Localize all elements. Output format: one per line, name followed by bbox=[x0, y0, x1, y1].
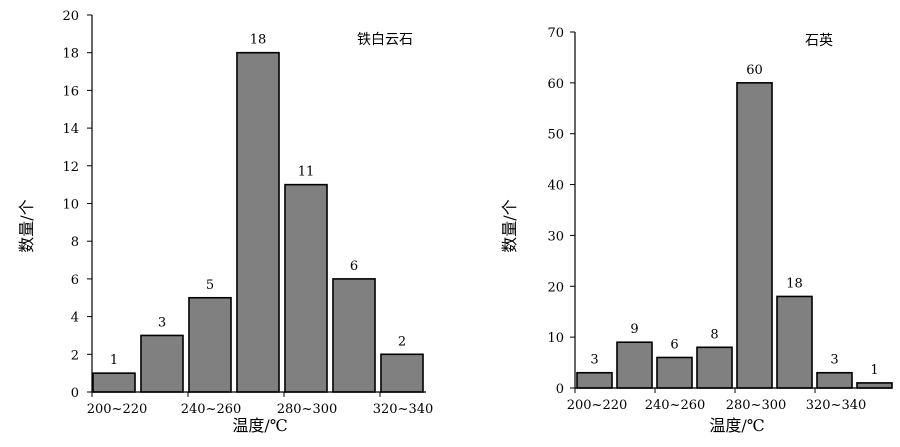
data-label: 6 bbox=[350, 259, 358, 274]
chart-annotation: 石英 bbox=[805, 32, 833, 49]
bar bbox=[856, 382, 893, 389]
data-label: 6 bbox=[670, 337, 678, 352]
x-tick-label: 200~220 bbox=[87, 402, 148, 417]
y-tick-label: 12 bbox=[62, 160, 79, 175]
x-tick-label: 200~220 bbox=[567, 398, 628, 413]
y-tick-label: 20 bbox=[547, 280, 564, 295]
data-label: 3 bbox=[590, 353, 598, 368]
data-label: 60 bbox=[746, 63, 763, 78]
y-tick-label: 60 bbox=[547, 77, 564, 92]
y-tick-label: 10 bbox=[547, 331, 564, 346]
bar bbox=[576, 371, 613, 389]
data-label: 1 bbox=[110, 353, 118, 368]
bar bbox=[188, 296, 232, 393]
x-tick-label: 280~300 bbox=[726, 398, 787, 413]
y-tick-label: 30 bbox=[547, 229, 564, 244]
data-label: 1 bbox=[870, 363, 878, 378]
x-axis-title: 温度/℃ bbox=[232, 416, 287, 435]
y-tick-label: 0 bbox=[71, 386, 79, 401]
bar bbox=[696, 346, 733, 389]
data-label: 11 bbox=[298, 165, 315, 180]
y-tick-label: 2 bbox=[71, 348, 79, 363]
x-tick-label: 320~340 bbox=[373, 402, 434, 417]
y-tick-label: 40 bbox=[547, 179, 564, 194]
data-label: 8 bbox=[710, 327, 718, 342]
data-label: 18 bbox=[250, 33, 267, 48]
bar bbox=[92, 372, 136, 393]
x-tick-label: 280~300 bbox=[277, 402, 338, 417]
data-label: 5 bbox=[206, 278, 214, 293]
x-tick-label: 320~340 bbox=[806, 398, 867, 413]
bar bbox=[236, 51, 280, 393]
data-label: 9 bbox=[630, 322, 638, 337]
y-tick-label: 50 bbox=[547, 128, 564, 143]
data-label: 18 bbox=[786, 276, 803, 291]
y-axis-title: 数量/个 bbox=[17, 199, 36, 252]
data-label: 3 bbox=[830, 353, 838, 368]
data-label: 2 bbox=[398, 334, 406, 349]
y-tick-label: 20 bbox=[62, 9, 79, 24]
bar bbox=[284, 183, 328, 393]
bar bbox=[816, 371, 853, 389]
y-tick-label: 14 bbox=[62, 122, 79, 137]
y-tick-label: 4 bbox=[71, 311, 79, 326]
y-tick-label: 70 bbox=[547, 26, 564, 41]
y-tick-label: 16 bbox=[62, 84, 79, 99]
bar bbox=[332, 278, 376, 393]
y-tick-label: 8 bbox=[71, 235, 79, 250]
x-axis-title: 温度/℃ bbox=[709, 416, 764, 435]
y-tick-label: 18 bbox=[62, 47, 79, 62]
x-tick-label: 240~260 bbox=[181, 402, 242, 417]
bar bbox=[140, 334, 184, 393]
bar bbox=[736, 82, 773, 389]
bar bbox=[616, 341, 653, 389]
bar bbox=[776, 295, 813, 389]
y-tick-label: 0 bbox=[556, 382, 564, 397]
chart-annotation: 铁白云石 bbox=[357, 32, 413, 48]
y-axis-title: 数量/个 bbox=[500, 199, 519, 252]
bar bbox=[380, 353, 424, 393]
x-tick-label: 240~260 bbox=[645, 398, 706, 413]
data-label: 3 bbox=[158, 315, 166, 330]
y-tick-label: 10 bbox=[62, 198, 79, 213]
y-tick-label: 6 bbox=[71, 273, 79, 288]
bar bbox=[656, 356, 693, 389]
